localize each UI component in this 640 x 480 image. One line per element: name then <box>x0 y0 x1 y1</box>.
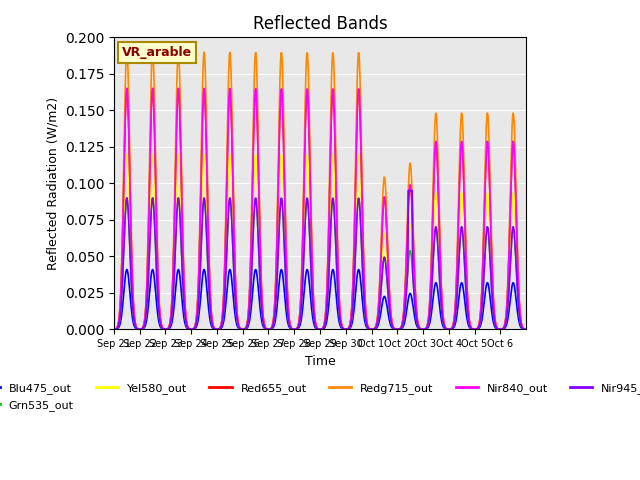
Red655_out <box>522 326 530 332</box>
Red655_out <box>235 322 243 328</box>
Red655_out <box>271 304 278 310</box>
Nir840_out <box>362 312 370 317</box>
Y-axis label: Reflected Radiation (W/m2): Reflected Radiation (W/m2) <box>46 97 59 270</box>
Red655_out <box>362 312 370 317</box>
Blu475_out <box>362 323 370 328</box>
Redg715_out <box>123 49 131 55</box>
Grn535_out <box>522 326 530 332</box>
Redg715_out <box>271 301 278 307</box>
Red655_out <box>255 195 263 201</box>
Line: Red655_out: Red655_out <box>114 88 526 329</box>
X-axis label: Time: Time <box>305 355 335 368</box>
Yel580_out <box>362 316 370 322</box>
Grn535_out <box>271 314 278 320</box>
Nir945_out <box>159 325 166 331</box>
Blu475_out <box>123 266 131 272</box>
Grn535_out <box>255 255 263 261</box>
Blu475_out <box>522 326 530 332</box>
Line: Nir945_out: Nir945_out <box>114 191 526 329</box>
Yel580_out <box>522 326 530 332</box>
Nir840_out <box>235 322 243 328</box>
Yel580_out <box>235 323 243 329</box>
Blu475_out <box>385 316 393 322</box>
Redg715_out <box>522 326 530 332</box>
Nir945_out <box>522 326 530 332</box>
Grn535_out <box>362 318 370 324</box>
Blu475_out <box>255 294 263 300</box>
Nir945_out <box>110 326 118 332</box>
Redg715_out <box>159 325 166 331</box>
Redg715_out <box>110 326 118 332</box>
Blu475_out <box>235 325 243 331</box>
Redg715_out <box>362 310 370 315</box>
Blu475_out <box>271 321 278 327</box>
Line: Blu475_out: Blu475_out <box>114 269 526 329</box>
Redg715_out <box>385 277 393 283</box>
Nir840_out <box>159 325 166 331</box>
Nir840_out <box>255 195 263 201</box>
Grn535_out <box>385 303 393 309</box>
Title: Reflected Bands: Reflected Bands <box>253 15 387 33</box>
Grn535_out <box>110 326 118 332</box>
Grn535_out <box>159 326 166 332</box>
Yel580_out <box>255 231 263 237</box>
Grn535_out <box>123 195 131 201</box>
Nir945_out <box>385 297 392 302</box>
Nir840_out <box>522 326 530 332</box>
Legend: Blu475_out, Grn535_out, Yel580_out, Red655_out, Redg715_out, Nir840_out, Nir945_: Blu475_out, Grn535_out, Yel580_out, Red6… <box>0 379 640 415</box>
Nir840_out <box>385 284 393 289</box>
Yel580_out <box>271 311 278 316</box>
Red655_out <box>385 284 393 289</box>
Red655_out <box>159 325 166 331</box>
Red655_out <box>123 85 131 91</box>
Text: VR_arable: VR_arable <box>122 46 193 59</box>
Nir945_out <box>270 318 278 324</box>
Red655_out <box>110 326 118 332</box>
Nir945_out <box>234 323 242 328</box>
Blu475_out <box>159 326 166 332</box>
Nir945_out <box>362 314 369 320</box>
Nir840_out <box>271 304 278 310</box>
Nir840_out <box>110 326 118 332</box>
Line: Yel580_out: Yel580_out <box>114 154 526 329</box>
Blu475_out <box>110 326 118 332</box>
Yel580_out <box>159 326 166 332</box>
Line: Nir840_out: Nir840_out <box>114 88 526 329</box>
Yel580_out <box>385 295 393 301</box>
Grn535_out <box>235 324 243 330</box>
Yel580_out <box>110 326 118 332</box>
Redg715_out <box>255 176 263 181</box>
Nir945_out <box>404 188 412 193</box>
Nir840_out <box>123 85 131 91</box>
Nir945_out <box>255 241 262 247</box>
Yel580_out <box>123 151 131 157</box>
Redg715_out <box>235 322 243 327</box>
Line: Redg715_out: Redg715_out <box>114 52 526 329</box>
Line: Grn535_out: Grn535_out <box>114 198 526 329</box>
